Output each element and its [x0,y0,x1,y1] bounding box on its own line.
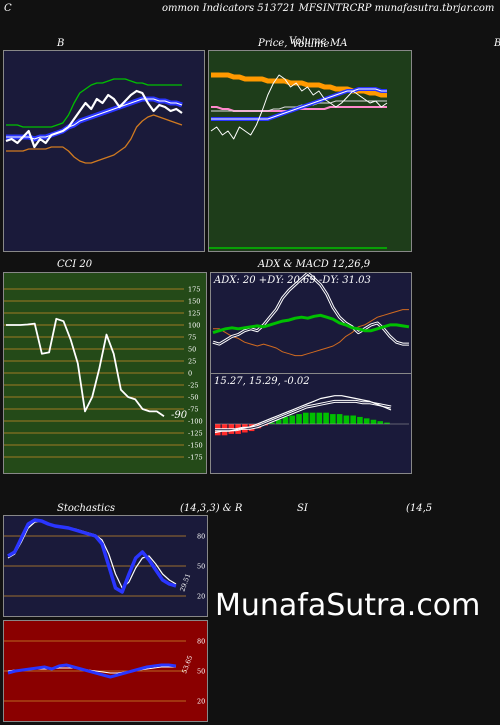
adx-values-label: ADX: 20 +DY: 20.69 -DY: 31.03 [214,275,371,286]
macd-histogram-bar [377,421,384,424]
bollinger-background [4,51,204,251]
bollinger-mid-highlight [6,98,183,140]
macd-histogram-bar [343,415,350,424]
macd-histogram-bar [323,412,329,424]
cci-title: CCI 20 [57,259,93,270]
macd-histogram-bar [350,415,356,424]
macd-histogram-bar [309,412,316,424]
adx-minus-di-line [213,309,409,357]
bollinger-chart [4,51,204,251]
macd-panel [210,373,412,474]
stochastic-title: Stochastics [57,503,115,514]
price-panel [208,50,412,252]
rsi-params: (14,5 [406,503,433,514]
stochastic-tick-label: 50 [197,563,205,571]
adx-panel [210,271,412,374]
rsi-tick-label: 50 [197,668,205,676]
stochastic-params: (14,3,3) & R [180,503,243,514]
stochastic-panel: 80 50 20 29.51 [3,515,208,617]
cci-tick-label: 25 [188,358,196,366]
price-ma-blue-highlight [211,88,387,120]
rsi-tick-label: 20 [197,698,205,706]
cci-tick-label: 0 [188,370,192,378]
macd-histogram-bar [370,419,377,424]
cci-tick-label: 125 [188,310,200,318]
macd-histogram-bar [269,422,275,424]
price-title: Price, [258,38,288,49]
macd-values-label: 15.27, 15.29, -0.02 [214,376,310,387]
rsi-line [7,663,177,679]
price-line [210,74,388,140]
adx-main-line [212,313,410,335]
price-title-volume-1: Volume [289,36,327,47]
macd-histogram-bar [336,414,343,424]
macd-histogram-bar [363,418,370,424]
rsi-panel: 80 50 20 53.65 [3,620,208,722]
macd-histogram-bar [330,414,336,424]
right-edge-letter: B [494,38,500,49]
bollinger-lower-line [6,114,183,164]
adx-plus-di-inner [212,272,409,345]
adx-background [211,273,411,373]
adx-macd-title: ADX & MACD 12,26,9 [258,259,371,270]
macd-chart [211,374,411,473]
macd-histogram-bar [303,412,309,424]
macd-histogram-bar [357,416,363,424]
price-title-ma: MA [330,38,348,49]
cci-tick-label: -150 [188,442,203,450]
price-title-volume-2: Volume [292,39,330,50]
bollinger-price-line [5,89,183,149]
price-chart [209,51,411,251]
cci-tick-label: -25 [188,382,198,390]
macd-histogram-bar [384,422,390,424]
rsi-title: SI [297,503,308,514]
cci-tick-label: -75 [188,406,198,414]
macd-histogram-bar [289,415,296,424]
cci-tick-label: -50 [188,394,198,402]
cci-tick-label: -175 [188,454,203,462]
cci-tick-label: 175 [188,286,200,294]
cci-last-value: -90 [171,410,188,421]
rsi-tick-label: 80 [197,638,205,646]
bollinger-panel [3,50,205,252]
stochastic-tick-label: 20 [197,593,205,601]
stochastic-tick-label: 80 [197,533,205,541]
watermark: MunafaSutra.com [215,588,481,623]
cci-tick-label: -125 [188,430,203,438]
price-background [209,51,411,251]
page-title: ommon Indicators 513721 MFSINTRCRP munaf… [162,3,495,14]
macd-histogram-bar [316,412,323,424]
cci-tick-label: 100 [188,322,200,330]
adx-chart [211,271,411,373]
cci-tick-label: 150 [188,298,200,306]
cci-tick-label: 75 [188,334,196,342]
cci-tick-label: -100 [188,418,203,426]
cci-line [6,317,165,417]
macd-histogram-bar [275,419,282,424]
cci-chart: 175 150 125 100 75 50 25 0 -25 -50 -75 -100 -125 -150… [4,273,206,473]
macd-histogram-bar [296,414,302,424]
bollinger-upper-line [6,78,182,128]
stochastic-k-line [7,518,177,594]
cci-tick-label: 50 [188,346,196,354]
macd-line [214,395,392,434]
header-letter: C [4,3,12,14]
macd-histogram-bar [282,416,289,424]
cci-panel: 175 150 125 100 75 50 25 0 -25 -50 -75 -100 -125 -150… [3,272,207,474]
bollinger-title: B [57,38,65,49]
